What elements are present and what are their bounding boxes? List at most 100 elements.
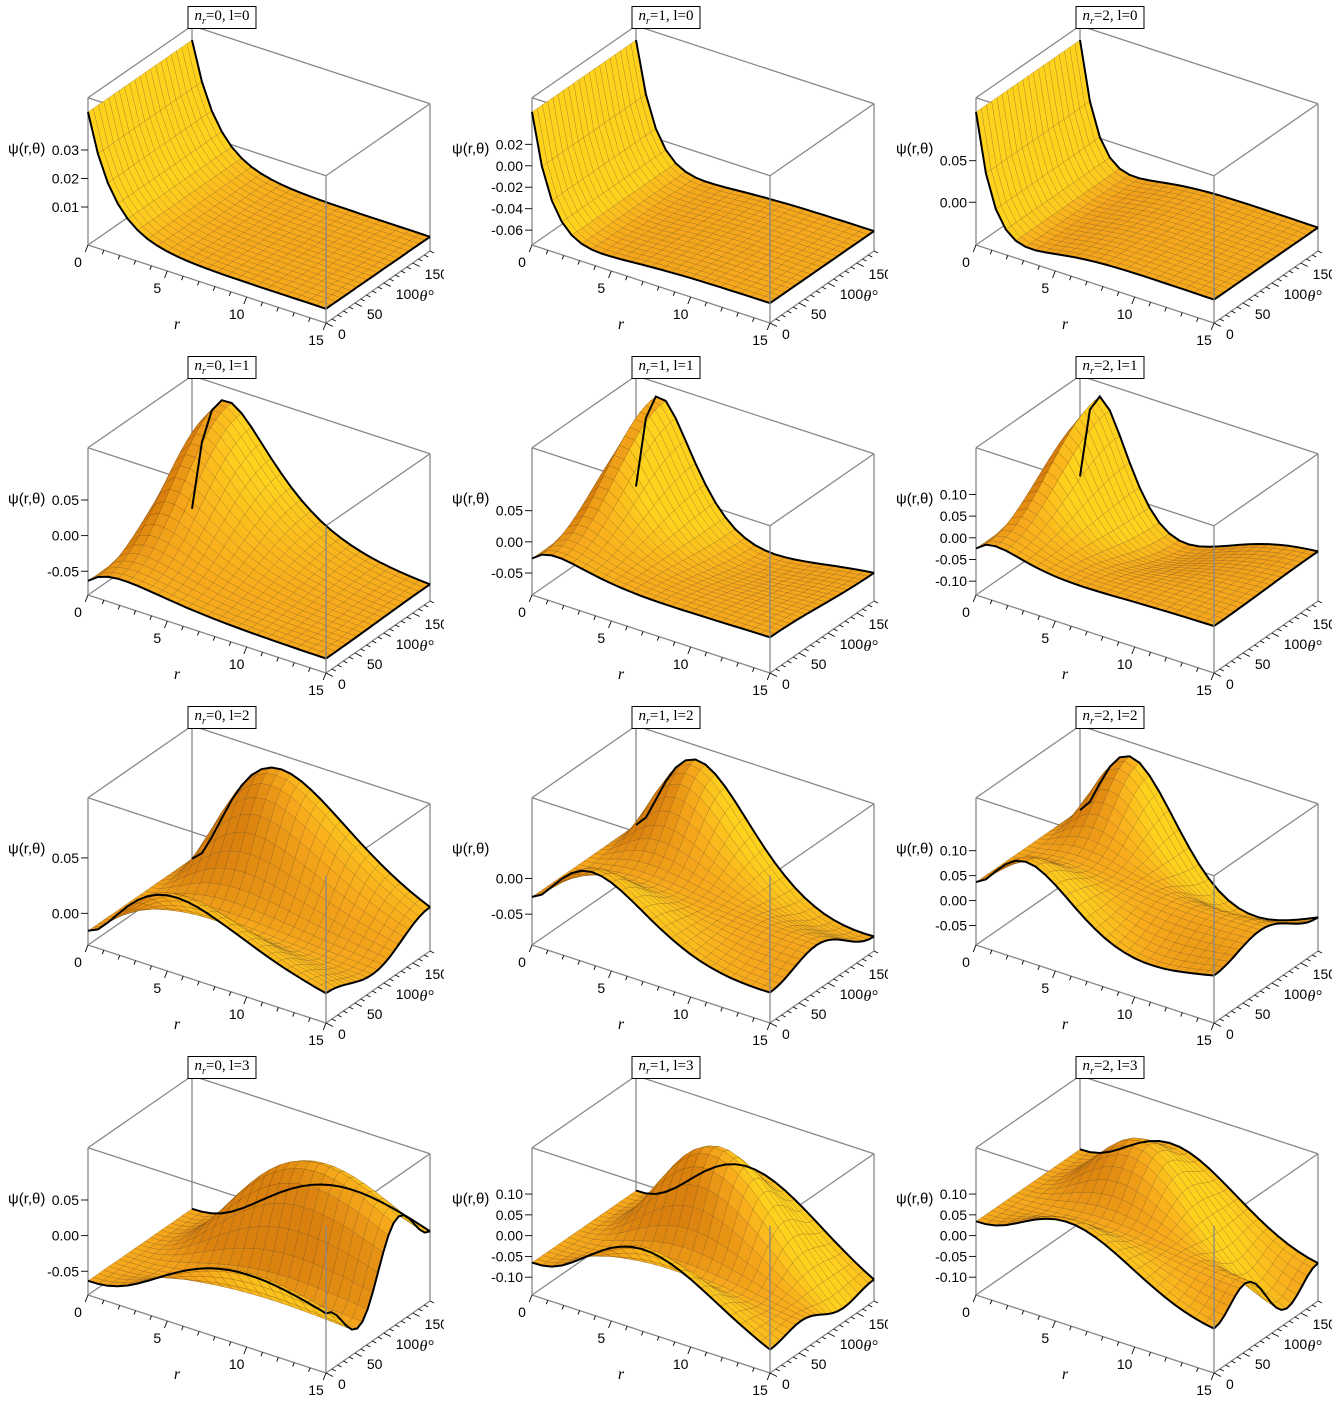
front-edge-curve	[531, 111, 771, 305]
theta-axis: 050100150θ°	[1213, 250, 1332, 342]
box-edge	[87, 244, 327, 324]
r-tick	[243, 646, 248, 655]
theta-tick	[1225, 314, 1230, 318]
plot-panel: 051015r050100150θ°-0.050.000.05ψ(r,θ)nr=…	[444, 350, 888, 700]
psi-axis: 0.000.05ψ(r,θ)	[8, 841, 88, 921]
plot-panel: 051015r050100150θ°-0.10-0.050.000.050.10…	[888, 350, 1332, 700]
title-n-symbol: n	[638, 708, 646, 724]
r-tick-label: 15	[1196, 682, 1212, 698]
theta-tick-label: 150	[869, 266, 888, 282]
theta-tick	[424, 954, 429, 958]
title-n-value: =1,	[649, 8, 674, 24]
plot-panel: 051015r050100150θ°-0.050.00ψ(r,θ)nr=1, l…	[444, 700, 888, 1050]
theta-axis: 050100150θ°	[325, 250, 444, 342]
r-tick	[260, 302, 263, 307]
psi-tick-label: -0.02	[491, 179, 523, 195]
box-edge	[975, 25, 1081, 99]
r-tick	[704, 652, 707, 657]
r-tick	[1196, 667, 1199, 672]
r-tick	[989, 600, 993, 605]
theta-tick	[1283, 624, 1288, 628]
theta-tick	[810, 294, 815, 298]
theta-tick	[1231, 310, 1236, 314]
r-tick	[1116, 991, 1120, 996]
theta-tick	[406, 966, 412, 970]
psi-tick-label: 0.02	[496, 136, 523, 152]
r-axis-label: r	[174, 1016, 181, 1033]
theta-tick	[395, 274, 400, 278]
title-n-symbol: n	[194, 708, 202, 724]
theta-tick	[412, 612, 420, 617]
r-tick	[322, 672, 327, 681]
r-tick-label: 0	[74, 954, 82, 970]
theta-axis-label: θ°	[1308, 638, 1323, 655]
theta-axis: 050100150θ°	[769, 950, 888, 1042]
r-tick	[972, 244, 977, 253]
r-tick	[704, 1002, 707, 1007]
front-edge-curve	[87, 893, 327, 995]
r-tick	[276, 1007, 279, 1012]
box-edge	[87, 594, 327, 674]
r-axis-label: r	[618, 666, 625, 683]
theta-tick	[343, 310, 348, 314]
theta-tick	[856, 612, 864, 617]
r-tick	[1021, 260, 1025, 265]
panel-title: nr=0, l=2	[187, 706, 257, 729]
theta-tick	[406, 616, 412, 620]
r-tick	[197, 281, 200, 286]
r-tick	[322, 322, 327, 331]
theta-tick	[366, 644, 371, 648]
r-tick-label: 10	[673, 656, 689, 672]
theta-tick	[331, 318, 336, 322]
theta-tick	[787, 660, 792, 664]
psi-tick-label: 0.00	[496, 534, 523, 550]
r-tick-label: 0	[518, 604, 526, 620]
plot-panel: 051015r050100150θ°0.010.020.03ψ(r,θ)nr=0…	[0, 0, 444, 350]
r-tick-label: 10	[673, 306, 689, 322]
theta-tick	[839, 274, 844, 278]
theta-tick-label: 0	[782, 1026, 790, 1042]
theta-tick	[798, 302, 807, 307]
box-edge	[769, 103, 875, 177]
r-tick	[1021, 960, 1025, 965]
title-n-value: =1,	[649, 358, 674, 374]
r-tick	[593, 265, 596, 270]
right-edge-curve	[1213, 226, 1319, 301]
r-tick-label: 5	[153, 280, 161, 296]
theta-tick	[804, 298, 809, 302]
theta-tick	[827, 982, 835, 987]
theta-axis-label: θ°	[864, 638, 879, 655]
title-n-subscript: r	[1089, 16, 1094, 27]
title-l-value: l=0	[1117, 8, 1138, 24]
r-tick	[1210, 1022, 1215, 1031]
theta-tick	[1312, 254, 1317, 258]
psi-axis-label: ψ(r,θ)	[8, 141, 45, 158]
theta-tick	[366, 994, 371, 998]
box-edge	[975, 725, 1081, 799]
r-tick-label: 0	[74, 254, 82, 270]
r-tick	[84, 244, 89, 253]
theta-tick	[1254, 644, 1259, 648]
theta-tick	[810, 994, 815, 998]
theta-tick	[787, 310, 792, 314]
r-tick-label: 10	[229, 306, 245, 322]
theta-tick-label: 100	[396, 286, 420, 302]
theta-tick	[418, 608, 423, 612]
r-tick	[608, 270, 612, 279]
theta-tick-label: 50	[1255, 656, 1271, 672]
r-tick-label: 15	[308, 1032, 324, 1048]
psi-tick-label: 0.00	[496, 158, 523, 174]
psi-axis-label: ψ(r,θ)	[452, 491, 489, 508]
r-tick	[1005, 605, 1009, 610]
surface	[531, 759, 875, 993]
r-tick	[593, 615, 596, 620]
r-tick	[720, 657, 723, 662]
surface	[87, 400, 431, 659]
psi-axis-label: ψ(r,θ)	[896, 491, 933, 508]
r-tick-label: 15	[308, 332, 324, 348]
psi-axis-label: ψ(r,θ)	[452, 841, 489, 858]
psi-tick-label: -0.04	[491, 201, 523, 217]
theta-tick-label: 50	[811, 306, 827, 322]
theta-tick	[1236, 306, 1242, 310]
